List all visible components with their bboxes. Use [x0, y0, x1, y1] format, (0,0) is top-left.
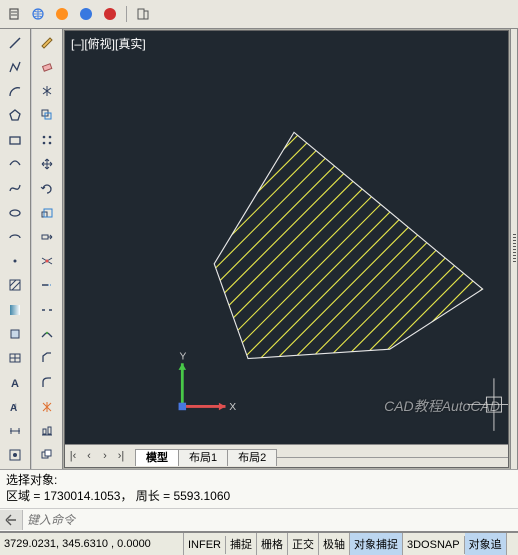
line-tool[interactable] — [2, 31, 28, 54]
circle-red-icon[interactable] — [100, 4, 120, 24]
command-log: 选择对象: 区域 = 1730014.1053， 周长 = 5593.1060 — [0, 469, 518, 508]
spline-tool[interactable] — [2, 177, 28, 200]
table-tool[interactable] — [2, 347, 28, 370]
status-对象捕捉[interactable]: 对象捕捉 — [350, 533, 403, 555]
align-tool[interactable] — [34, 420, 60, 443]
globe-icon[interactable] — [28, 4, 48, 24]
region-tool[interactable] — [2, 322, 28, 345]
arc2-tool[interactable] — [2, 152, 28, 175]
layout-tab-布局2[interactable]: 布局2 — [227, 449, 277, 466]
join-tool[interactable] — [34, 322, 60, 345]
hatch-tool[interactable] — [2, 274, 28, 297]
circle-blue-icon[interactable] — [76, 4, 96, 24]
command-input[interactable] — [23, 511, 518, 529]
text-tool[interactable]: A — [2, 371, 28, 394]
app-root: AAI [–][俯视][真实] XY CAD教程AutoCAD |‹ ‹ › ›… — [0, 0, 518, 555]
tab-nav-last[interactable]: ›| — [113, 447, 129, 465]
polyline-tool[interactable] — [2, 55, 28, 78]
rect-tool[interactable] — [2, 128, 28, 151]
scale-tool[interactable] — [34, 201, 60, 224]
pencil-tool[interactable] — [34, 31, 60, 54]
status-bar: 3729.0231, 345.6310 , 0.0000 INFER捕捉栅格正交… — [0, 532, 518, 555]
move-tool[interactable] — [34, 152, 60, 175]
drawing-canvas[interactable]: XY — [65, 31, 508, 444]
right-dock-handle[interactable] — [510, 29, 518, 469]
fillet-tool[interactable] — [34, 371, 60, 394]
status-对象追[interactable]: 对象追 — [465, 533, 507, 555]
erase-tool[interactable] — [34, 55, 60, 78]
break-tool[interactable] — [34, 298, 60, 321]
dim-tool[interactable] — [2, 420, 28, 443]
sun-icon[interactable] — [52, 4, 72, 24]
viewport[interactable]: [–][俯视][真实] XY CAD教程AutoCAD — [65, 31, 508, 444]
point-tool[interactable] — [2, 250, 28, 273]
separator — [126, 6, 127, 22]
command-icon[interactable] — [0, 510, 23, 530]
props-tool[interactable] — [2, 444, 28, 467]
layout-tab-布局1[interactable]: 布局1 — [178, 449, 228, 466]
array-tool[interactable] — [34, 128, 60, 151]
layout-icon[interactable] — [133, 4, 153, 24]
status-正交[interactable]: 正交 — [288, 533, 319, 555]
tab-nav-next[interactable]: › — [97, 447, 113, 465]
draw-toolbar: A AI — [0, 29, 31, 469]
status-极轴[interactable]: 极轴 — [319, 533, 350, 555]
modify-toolbar — [31, 29, 63, 469]
ellipse-tool[interactable] — [2, 201, 28, 224]
mtext-tool[interactable]: AI — [2, 395, 28, 418]
main-row: AAI [–][俯视][真实] XY CAD教程AutoCAD |‹ ‹ › ›… — [0, 29, 518, 469]
status-捕捉[interactable]: 捕捉 — [226, 533, 257, 555]
svg-text:X: X — [229, 402, 236, 413]
svg-text:Y: Y — [179, 352, 186, 363]
svg-text:A: A — [11, 378, 19, 390]
layout-tabs: |‹ ‹ › ›| 模型布局1布局2 — [65, 444, 508, 467]
extend-tool[interactable] — [34, 274, 60, 297]
coords-readout: 3729.0231, 345.6310 , 0.0000 — [0, 533, 184, 555]
status-栅格[interactable]: 栅格 — [257, 533, 288, 555]
offset-tool[interactable] — [34, 104, 60, 127]
polygon-tool[interactable] — [2, 104, 28, 127]
trim-tool[interactable] — [34, 250, 60, 273]
explode-tool[interactable] — [34, 395, 60, 418]
rotate-tool[interactable] — [34, 177, 60, 200]
copy-tool[interactable] — [34, 444, 60, 467]
status-INFER[interactable]: INFER — [184, 536, 226, 554]
cmd-line-2: 区域 = 1730014.1053， 周长 = 5593.1060 — [6, 488, 512, 504]
stretch-tool[interactable] — [34, 225, 60, 248]
canvas-wrap: [–][俯视][真实] XY CAD教程AutoCAD |‹ ‹ › ›| 模型… — [64, 30, 509, 468]
top-toolbar — [0, 0, 518, 29]
ellipse-arc-tool[interactable] — [2, 225, 28, 248]
tab-nav-prev[interactable]: ‹ — [81, 447, 97, 465]
cmd-line-1: 选择对象: — [6, 472, 512, 488]
hand-icon[interactable] — [4, 4, 24, 24]
status-3DOSNAP[interactable]: 3DOSNAP — [403, 536, 465, 554]
tab-nav-first[interactable]: |‹ — [65, 447, 81, 465]
mirror-tool[interactable] — [34, 80, 60, 103]
gradient-tool[interactable] — [2, 298, 28, 321]
chamfer-tool[interactable] — [34, 347, 60, 370]
arc-tool[interactable] — [2, 80, 28, 103]
command-input-row — [0, 508, 518, 532]
layout-tab-模型[interactable]: 模型 — [135, 449, 179, 466]
